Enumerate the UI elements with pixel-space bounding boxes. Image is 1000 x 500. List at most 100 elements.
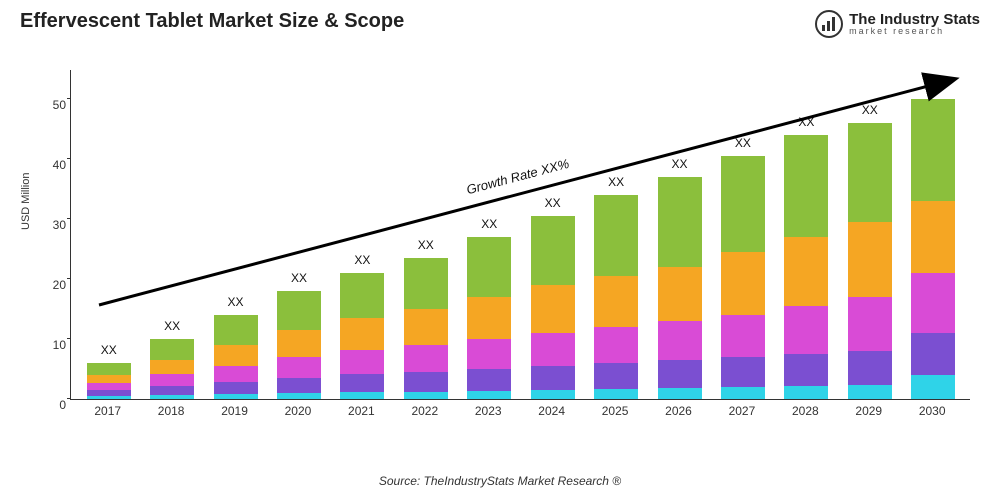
bar-segment xyxy=(784,386,828,399)
bar-segment xyxy=(214,366,258,382)
bar-segment xyxy=(467,237,511,297)
bar-column: XX xyxy=(848,123,892,399)
bar-segment xyxy=(404,345,448,372)
x-tick-label: 2028 xyxy=(783,404,827,418)
x-tick-label: 2019 xyxy=(213,404,257,418)
y-tick-label: 30 xyxy=(31,218,66,232)
bar-segment xyxy=(784,354,828,386)
bar-segment xyxy=(911,273,955,333)
bar-column: XX xyxy=(340,273,384,399)
bar-value-label: XX xyxy=(925,79,941,93)
bar-segment xyxy=(784,237,828,306)
bar-column: XX xyxy=(911,99,955,399)
bar-column: XX xyxy=(404,258,448,399)
x-tick-label: 2027 xyxy=(720,404,764,418)
bar-segment xyxy=(404,309,448,345)
chart-area: 01020304050 XXXXXXXXXXXXXXXXXXXXXXXXXXXX… xyxy=(70,70,970,430)
bar-segment xyxy=(531,366,575,390)
x-tick-label: 2030 xyxy=(910,404,954,418)
x-tick-label: 2018 xyxy=(149,404,193,418)
bar-segment xyxy=(848,297,892,351)
bar-column: XX xyxy=(531,216,575,399)
bar-segment xyxy=(150,386,194,395)
bar-segment xyxy=(531,333,575,366)
bar-segment xyxy=(340,318,384,350)
x-tick-label: 2023 xyxy=(466,404,510,418)
bar-segment xyxy=(214,394,258,399)
bar-segment xyxy=(531,285,575,333)
bar-segment xyxy=(340,350,384,374)
x-tick-label: 2024 xyxy=(530,404,574,418)
bar-segment xyxy=(467,369,511,391)
x-tick-label: 2022 xyxy=(403,404,447,418)
bar-segment xyxy=(404,372,448,392)
bar-value-label: XX xyxy=(735,136,751,150)
bar-segment xyxy=(150,395,194,399)
bar-value-label: XX xyxy=(228,295,244,309)
bar-segment xyxy=(531,216,575,285)
x-tick-label: 2029 xyxy=(847,404,891,418)
y-tick-label: 50 xyxy=(31,98,66,112)
bar-segment xyxy=(784,306,828,354)
x-tick-label: 2026 xyxy=(657,404,701,418)
bar-segment xyxy=(87,363,131,375)
bar-segment xyxy=(911,375,955,399)
bar-value-label: XX xyxy=(481,217,497,231)
x-tick-label: 2021 xyxy=(339,404,383,418)
bar-column: XX xyxy=(467,237,511,399)
bar-segment xyxy=(467,339,511,369)
x-axis-labels: 2017201820192020202120222023202420252026… xyxy=(70,404,970,418)
bar-column: XX xyxy=(150,339,194,399)
bar-segment xyxy=(848,385,892,399)
bar-segment xyxy=(150,339,194,360)
bar-segment xyxy=(721,315,765,357)
bar-segment xyxy=(594,195,638,276)
bar-segment xyxy=(340,374,384,392)
bar-segment xyxy=(911,333,955,375)
bar-segment xyxy=(594,389,638,399)
bar-segment xyxy=(150,360,194,374)
bar-container: XXXXXXXXXXXXXXXXXXXXXXXXXXXX xyxy=(71,69,971,399)
brand-logo: The Industry Stats market research xyxy=(815,10,980,38)
x-tick-label: 2025 xyxy=(593,404,637,418)
y-tick-label: 10 xyxy=(31,338,66,352)
bar-segment xyxy=(848,222,892,297)
bar-segment xyxy=(594,363,638,389)
bar-segment xyxy=(531,390,575,399)
bar-value-label: XX xyxy=(418,238,434,252)
bar-segment xyxy=(721,387,765,399)
bar-column: XX xyxy=(277,291,321,399)
bar-segment xyxy=(214,382,258,394)
y-tick-label: 20 xyxy=(31,278,66,292)
bar-segment xyxy=(784,135,828,237)
bar-segment xyxy=(658,177,702,267)
bar-segment xyxy=(404,258,448,309)
bar-segment xyxy=(340,273,384,318)
bar-segment xyxy=(721,252,765,315)
bar-segment xyxy=(277,291,321,330)
bar-value-label: XX xyxy=(608,175,624,189)
bar-segment xyxy=(848,351,892,385)
bar-segment xyxy=(214,315,258,345)
y-tick-label: 40 xyxy=(31,158,66,172)
bar-segment xyxy=(277,357,321,378)
source-footer: Source: TheIndustryStats Market Research… xyxy=(0,474,1000,488)
bar-value-label: XX xyxy=(671,157,687,171)
bar-segment xyxy=(658,321,702,360)
y-tick-label: 0 xyxy=(31,398,66,412)
bar-segment xyxy=(658,388,702,399)
bar-value-label: XX xyxy=(101,343,117,357)
gear-bars-icon xyxy=(815,10,843,38)
bar-column: XX xyxy=(658,177,702,399)
bar-segment xyxy=(87,383,131,390)
bar-segment xyxy=(658,267,702,321)
logo-sub-text: market research xyxy=(849,27,980,36)
bar-segment xyxy=(87,375,131,383)
bar-segment xyxy=(721,156,765,252)
bar-value-label: XX xyxy=(164,319,180,333)
bar-value-label: XX xyxy=(291,271,307,285)
bar-segment xyxy=(721,357,765,387)
bar-column: XX xyxy=(594,195,638,399)
bar-segment xyxy=(911,99,955,201)
bar-segment xyxy=(594,327,638,363)
